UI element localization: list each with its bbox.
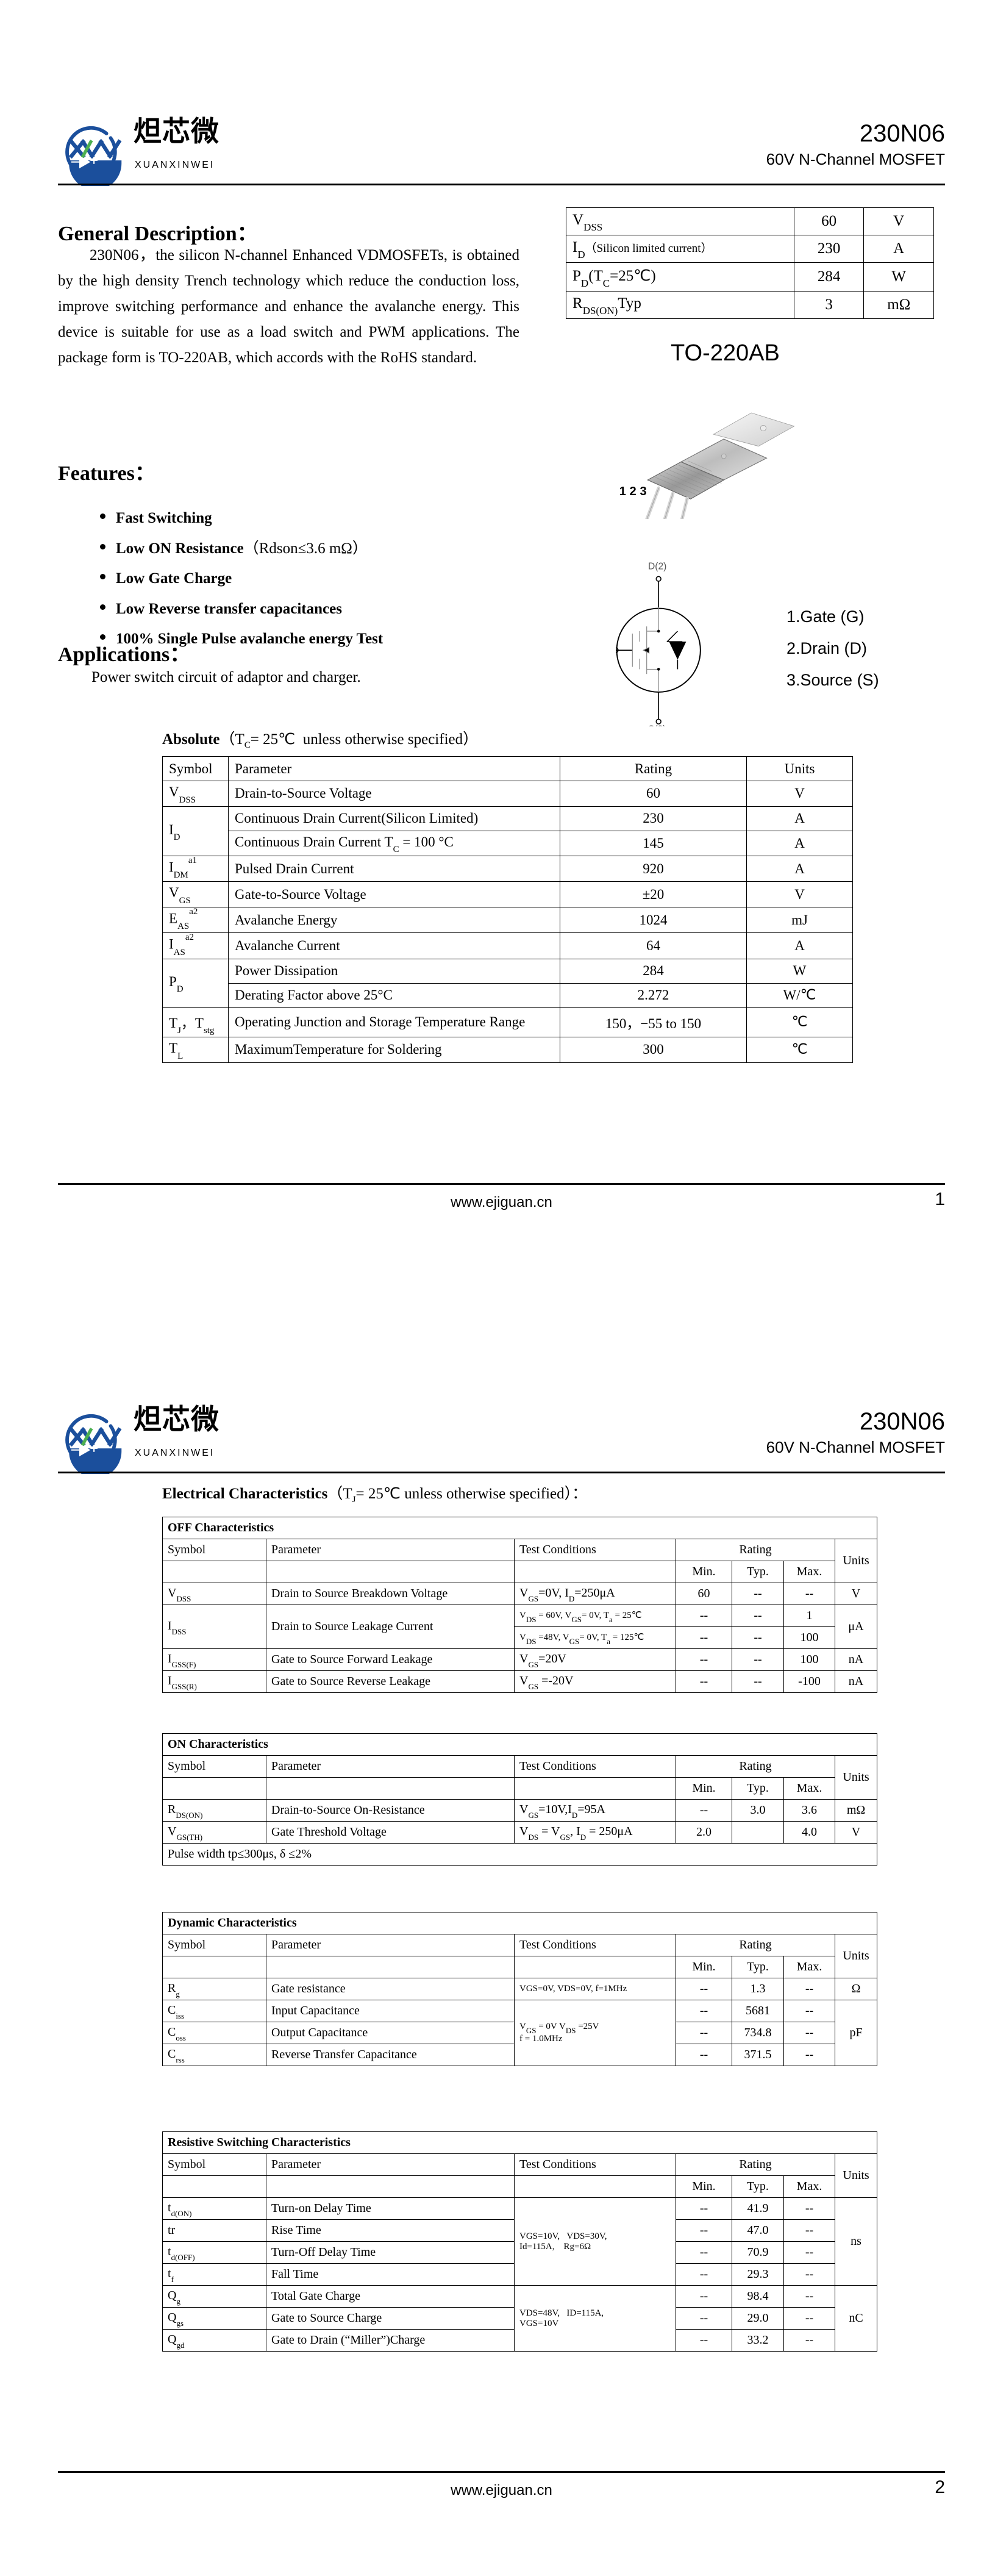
- svg-text:1 2 3: 1 2 3: [619, 485, 647, 498]
- svg-text:D(2): D(2): [648, 562, 666, 572]
- svg-text:S(3): S(3): [648, 724, 666, 726]
